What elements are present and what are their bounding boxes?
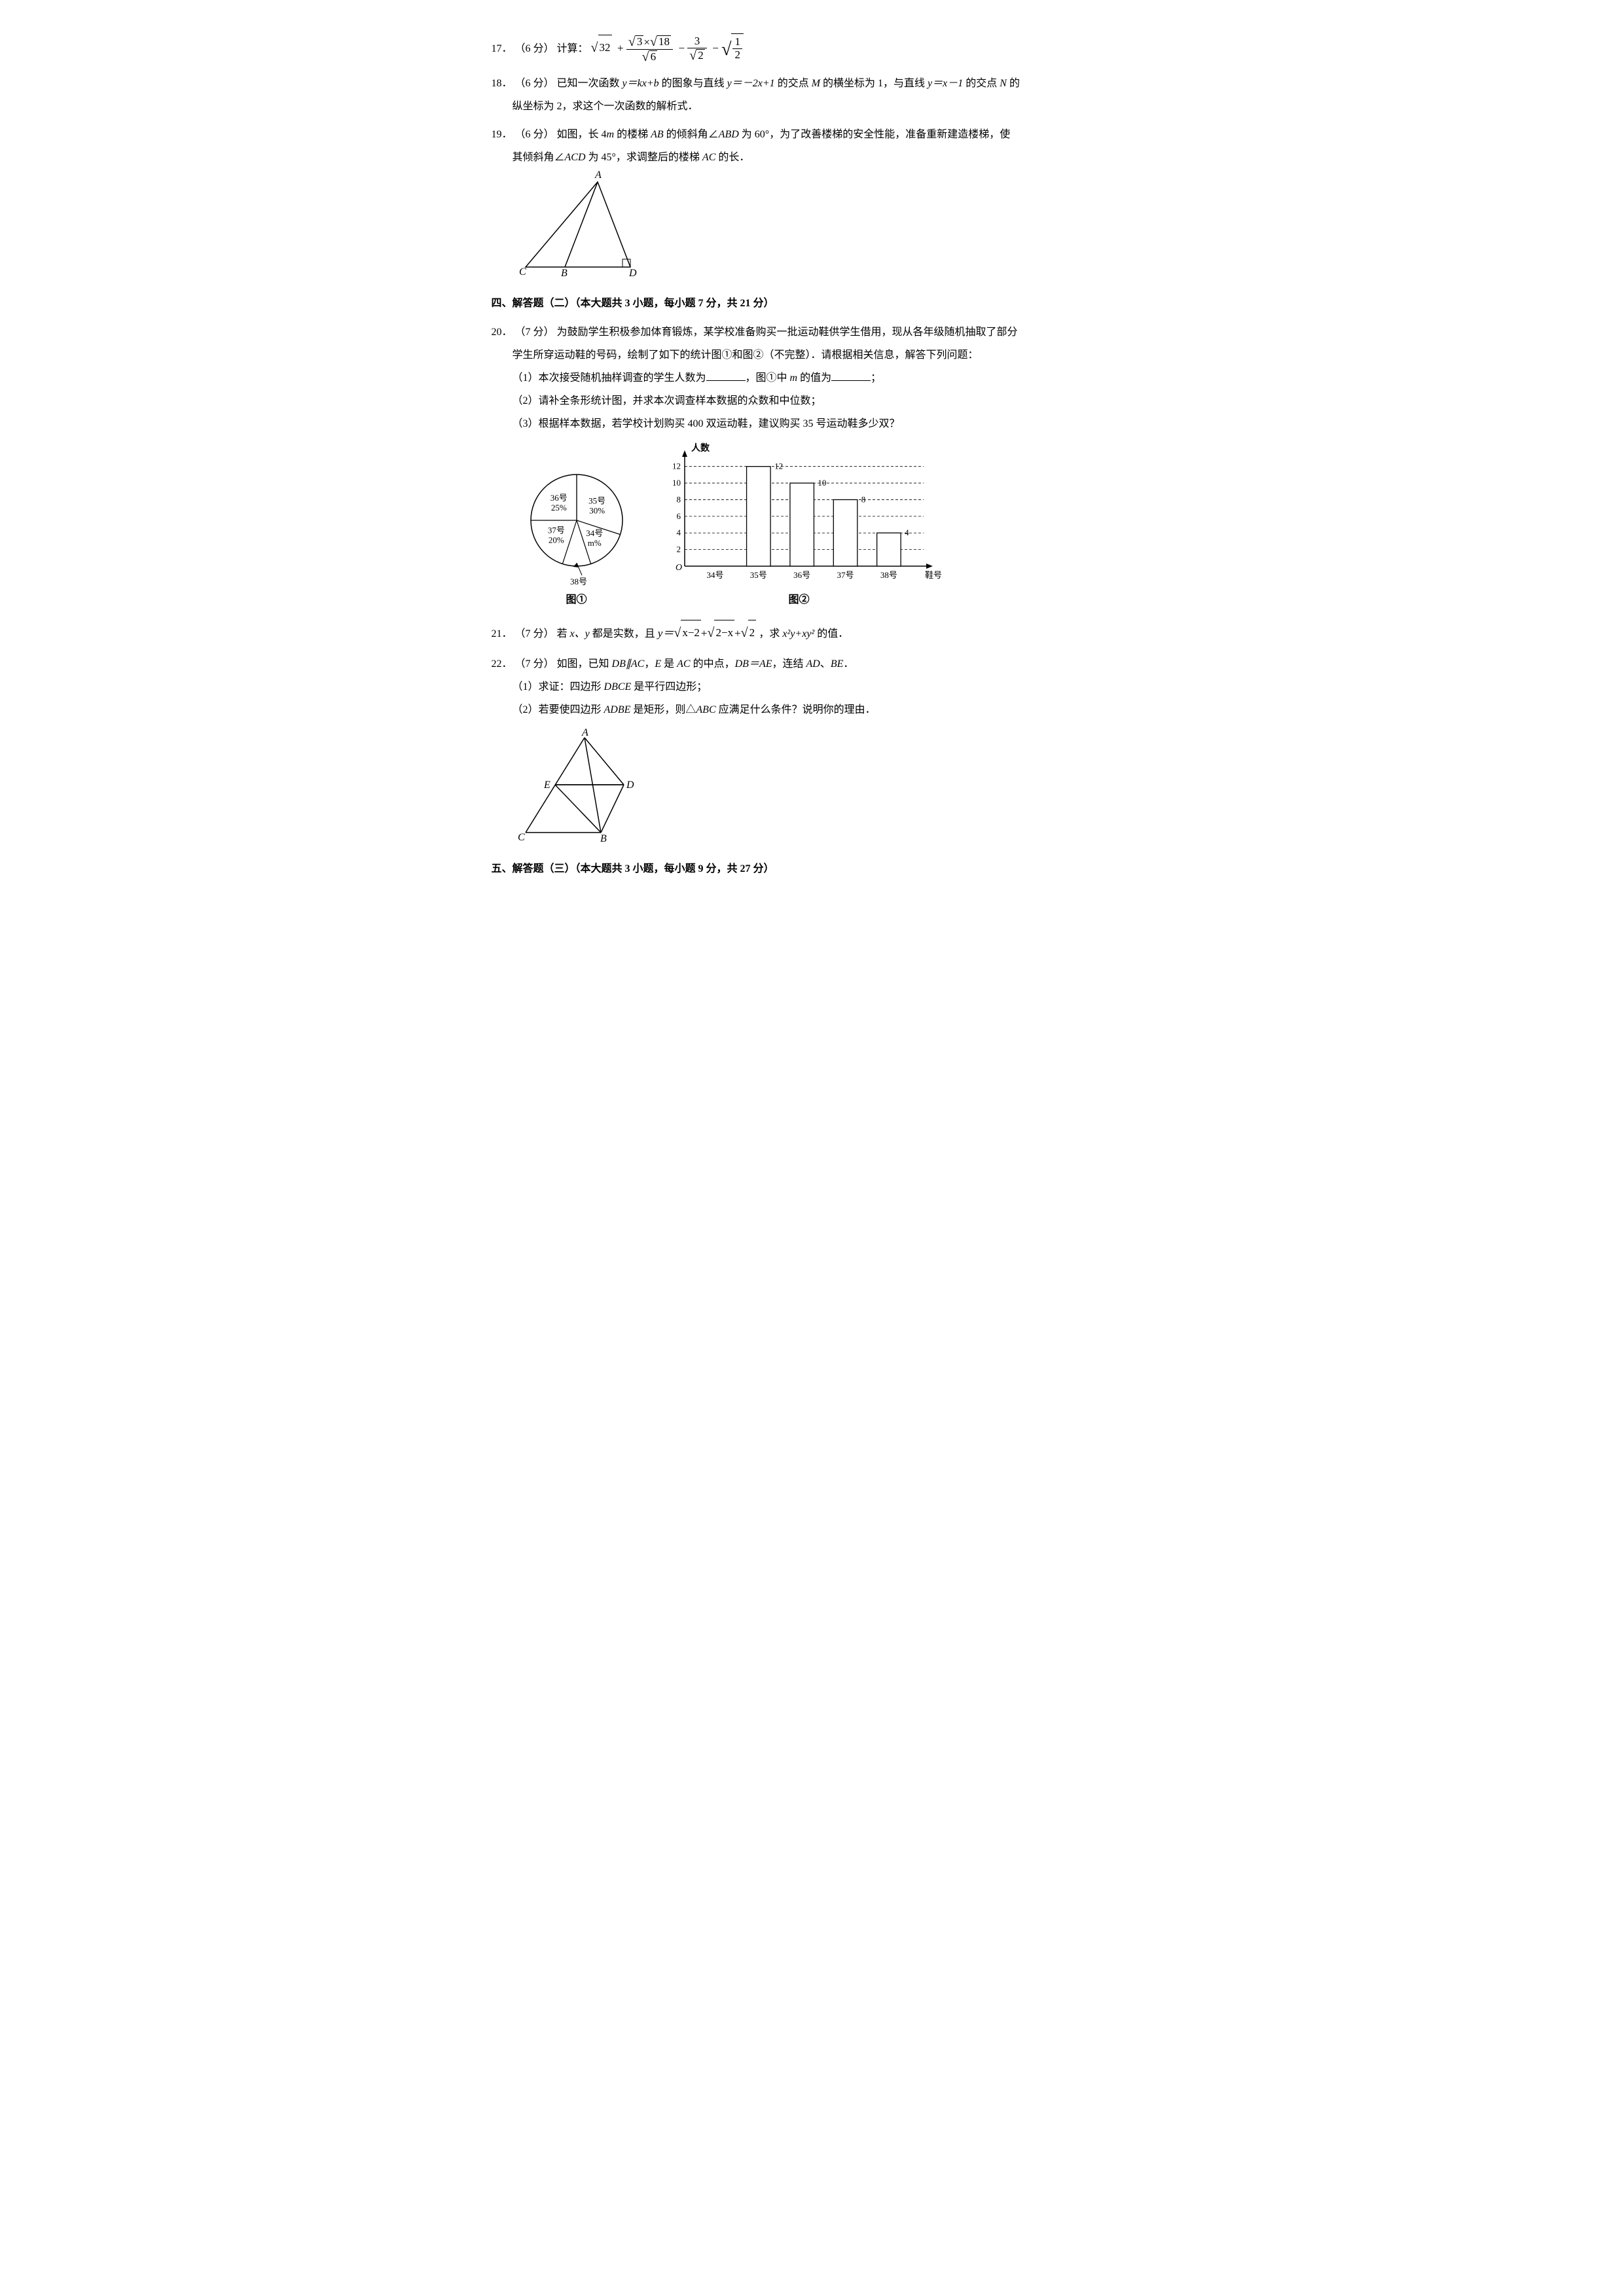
bar-chart-wrap: 人数24681012O鞋号34号1235号1036号837号438号 图② (655, 442, 943, 611)
svg-text:8: 8 (861, 495, 865, 505)
svg-text:E: E (543, 780, 550, 791)
svg-text:34号: 34号 (706, 570, 723, 580)
q17-expression: √32 + √3×√18 √6 − 3 √2 − √12 (591, 42, 744, 54)
q19-figure: A C B D (492, 169, 1133, 280)
svg-text:B: B (561, 268, 568, 279)
q20-sub3: （3）根据样本数据，若学校计划购买 400 双运动鞋，建议购买 35 号运动鞋多… (492, 412, 1133, 435)
svg-text:6: 6 (676, 511, 681, 521)
svg-text:10: 10 (672, 478, 681, 488)
q18-line2: 纵坐标为 2，求这个一次函数的解析式． (492, 95, 1133, 118)
blank-input[interactable] (831, 370, 871, 381)
svg-text:37号: 37号 (547, 526, 564, 535)
q20-sub2: （2）请补全条形统计图，并求本次调查样本数据的众数和中位数； (492, 389, 1133, 412)
q22-figure: A E D C B (492, 728, 1133, 846)
question-19: 19． （6 分） 如图，长 4m 的楼梯 AB 的倾斜角∠ABD 为 60°，… (492, 123, 1133, 280)
svg-text:8: 8 (676, 495, 681, 505)
svg-text:人数: 人数 (691, 442, 710, 454)
question-22: 22． （7 分） 如图，已知 DB∥AC，E 是 AC 的中点，DB＝AE，连… (492, 653, 1133, 846)
pie-chart: 35号30%34号m%38号10%37号20%36号25% (518, 461, 636, 586)
svg-text:A: A (581, 728, 588, 738)
q20-points: （7 分） (515, 327, 554, 338)
section-4-header: 四、解答题（二）（本大题共 3 小题，每小题 7 分，共 21 分） (492, 292, 1133, 315)
svg-text:A: A (594, 170, 602, 181)
q22-points: （7 分） (515, 658, 554, 670)
svg-text:鞋号: 鞋号 (925, 570, 942, 580)
svg-text:36号: 36号 (793, 570, 810, 580)
svg-text:C: C (518, 832, 525, 843)
q17-number: 17． (492, 43, 513, 54)
q20-number: 20． (492, 327, 513, 338)
svg-text:37号: 37号 (837, 570, 854, 580)
svg-text:38号: 38号 (570, 577, 587, 586)
svg-text:4: 4 (676, 528, 681, 538)
q19-points: （6 分） (515, 129, 554, 140)
pie-chart-wrap: 35号30%34号m%38号10%37号20%36号25% 图① (518, 461, 636, 611)
question-21: 21． （7 分） 若 x、y 都是实数，且 y＝√x−2+√2−x+√2 ，求… (492, 619, 1133, 647)
q20-sub1: （1）本次接受随机抽样调查的学生人数为，图①中 m 的值为； (492, 367, 1133, 389)
question-17: 17． （6 分） 计算： √32 + √3×√18 √6 − 3 √2 − √… (492, 26, 1133, 67)
svg-text:D: D (628, 268, 637, 279)
svg-text:35号: 35号 (749, 570, 767, 580)
svg-text:10: 10 (818, 478, 826, 488)
q18-points: （6 分） (515, 78, 554, 89)
q17-prefix: 计算： (557, 43, 588, 54)
section-5-header: 五、解答题（三）（本大题共 3 小题，每小题 9 分，共 27 分） (492, 857, 1133, 880)
svg-text:12: 12 (672, 461, 681, 471)
svg-text:O: O (676, 563, 682, 573)
svg-text:2: 2 (676, 545, 681, 554)
svg-text:38号: 38号 (880, 570, 897, 580)
q17-points: （6 分） (515, 43, 554, 54)
svg-text:25%: 25% (550, 503, 566, 512)
svg-text:12: 12 (774, 461, 783, 471)
svg-text:4: 4 (905, 528, 909, 538)
parallelogram-figure: A E D C B (513, 728, 637, 846)
svg-text:20%: 20% (548, 535, 564, 545)
q21-points: （7 分） (515, 628, 554, 639)
q18-number: 18． (492, 78, 513, 89)
question-18: 18． （6 分） 已知一次函数 y＝kx+b 的图象与直线 y＝－2x+1 的… (492, 72, 1133, 118)
svg-text:C: C (519, 266, 526, 278)
blank-input[interactable] (706, 370, 746, 381)
q19-number: 19． (492, 129, 513, 140)
svg-text:34号: 34号 (586, 529, 603, 539)
question-20: 20． （7 分） 为鼓励学生积极参加体育锻炼，某学校准备购买一批运动鞋供学生借… (492, 321, 1133, 612)
q20-figures: 35号30%34号m%38号10%37号20%36号25% 图① 人数24681… (518, 442, 1133, 611)
q22-sub1: （1）求证：四边形 DBCE 是平行四边形； (492, 675, 1133, 698)
q22-number: 22． (492, 658, 513, 670)
svg-text:D: D (626, 780, 634, 791)
svg-text:m%: m% (587, 539, 601, 548)
q21-number: 21． (492, 628, 513, 639)
svg-text:36号: 36号 (550, 493, 567, 503)
bar-chart: 人数 2 4 6 8 10 12 O 鞋号 34号 12 35号 10 36号 8 37号 4 38号 (655, 442, 943, 586)
svg-text:35号: 35号 (588, 496, 605, 506)
svg-text:30%: 30% (589, 506, 605, 516)
svg-text:B: B (600, 833, 607, 844)
triangle-acd-figure: A C B D (513, 169, 650, 280)
q22-sub2: （2）若要使四边形 ADBE 是矩形，则△ABC 应满足什么条件？说明你的理由． (492, 698, 1133, 721)
